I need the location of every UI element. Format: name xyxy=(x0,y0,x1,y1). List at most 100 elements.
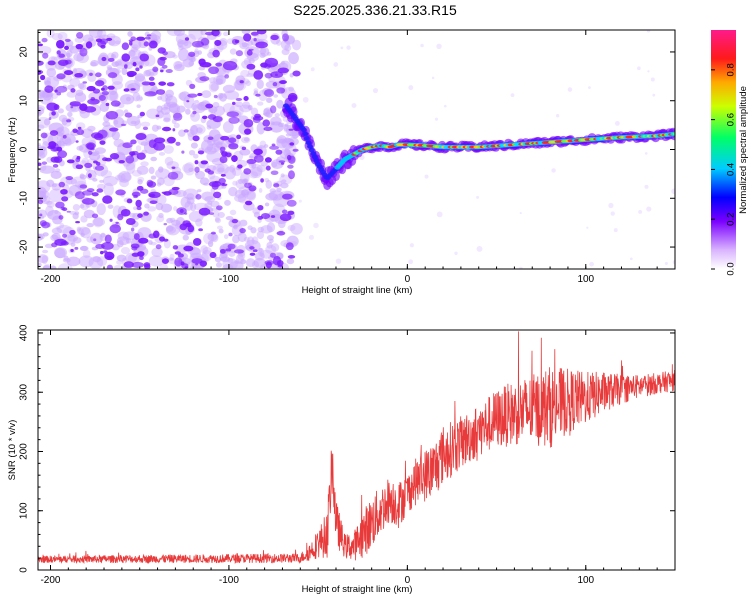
noise-blob xyxy=(128,39,134,42)
noise-blob xyxy=(198,228,203,232)
noise-blob xyxy=(132,61,137,67)
noise-speckle xyxy=(207,240,214,248)
noise-speckle xyxy=(281,179,287,184)
noise-speckle xyxy=(150,175,157,180)
noise-speckle xyxy=(182,58,195,68)
noise-speckle xyxy=(157,95,163,101)
noise-speckle xyxy=(110,54,117,59)
noise-speckle xyxy=(178,48,190,62)
noise-speckle xyxy=(175,33,189,45)
noise-blob xyxy=(163,222,168,226)
noise-speckle xyxy=(107,66,113,71)
noise-speckle xyxy=(76,226,82,232)
noise-blob xyxy=(139,255,144,261)
noise-blob xyxy=(109,127,119,132)
noise-speckle xyxy=(57,31,68,41)
noise-blob xyxy=(62,134,67,139)
noise-blob xyxy=(207,136,214,140)
noise-blob xyxy=(131,252,140,257)
noise-blob xyxy=(55,85,68,93)
noise-speckle xyxy=(276,39,282,46)
noise-speckle xyxy=(200,245,208,254)
noise-speckle xyxy=(38,144,46,157)
noise-speckle xyxy=(251,236,259,245)
noise-blob xyxy=(179,223,188,231)
faint-speckle xyxy=(443,104,447,108)
noise-speckle xyxy=(160,106,171,115)
noise-blob xyxy=(81,198,95,205)
noise-blob xyxy=(130,227,135,232)
noise-speckle xyxy=(290,223,303,235)
noise-blob xyxy=(74,72,84,78)
noise-speckle xyxy=(127,31,133,37)
noise-speckle xyxy=(157,177,165,186)
noise-speckle xyxy=(74,92,87,103)
faint-speckle xyxy=(671,188,675,194)
noise-blob xyxy=(125,155,135,164)
noise-blob xyxy=(211,30,220,37)
noise-speckle xyxy=(210,83,220,91)
snr-x-tick-label: 0 xyxy=(405,575,411,586)
noise-blob xyxy=(276,231,286,236)
noise-speckle xyxy=(250,166,263,179)
noise-blob xyxy=(144,36,151,40)
colorbar-tick-label: 0.6 xyxy=(726,113,737,126)
noise-speckle xyxy=(92,177,98,182)
noise-blob xyxy=(41,37,48,43)
noise-speckle xyxy=(207,200,213,205)
noise-blob xyxy=(158,81,167,86)
noise-speckle xyxy=(120,172,132,182)
noise-speckle xyxy=(106,33,116,40)
noise-blob xyxy=(192,110,197,115)
noise-blob xyxy=(94,165,105,171)
noise-speckle xyxy=(38,107,45,115)
noise-blob xyxy=(48,117,52,121)
noise-blob xyxy=(130,88,136,91)
noise-blob xyxy=(66,119,72,123)
noise-speckle xyxy=(116,240,124,248)
noise-speckle xyxy=(166,226,177,234)
noise-blob xyxy=(130,243,140,249)
noise-blob xyxy=(214,39,222,47)
noise-blob xyxy=(260,213,271,220)
noise-blob xyxy=(204,168,211,173)
noise-speckle xyxy=(250,163,263,177)
noise-blob xyxy=(148,76,155,81)
noise-blob xyxy=(272,81,278,87)
noise-speckle xyxy=(280,173,285,178)
noise-speckle xyxy=(51,183,58,188)
noise-blob xyxy=(244,182,252,188)
noise-speckle xyxy=(165,225,174,232)
noise-blob xyxy=(205,103,214,109)
noise-speckle xyxy=(148,255,164,267)
noise-blob xyxy=(256,30,267,35)
noise-blob xyxy=(84,162,93,168)
snr-y-tick-label: 100 xyxy=(19,502,30,519)
noise-speckle xyxy=(132,206,138,211)
noise-speckle xyxy=(172,54,178,59)
faint-speckle xyxy=(637,66,641,71)
noise-speckle xyxy=(46,200,55,208)
noise-speckle xyxy=(121,67,128,76)
noise-speckle xyxy=(38,233,44,242)
noise-speckle xyxy=(53,247,68,259)
noise-blob xyxy=(147,181,157,188)
noise-speckle xyxy=(150,156,158,162)
noise-speckle xyxy=(190,202,197,212)
noise-speckle xyxy=(223,31,229,37)
noise-blob xyxy=(152,66,159,73)
noise-blob xyxy=(194,160,199,165)
noise-speckle xyxy=(245,80,251,87)
faint-speckle xyxy=(476,245,483,252)
noise-blob xyxy=(60,241,69,246)
spectrogram-x-tick-label: 100 xyxy=(577,274,594,285)
noise-blob xyxy=(91,213,99,219)
noise-blob xyxy=(136,152,146,160)
noise-blob xyxy=(198,207,211,216)
noise-blob xyxy=(212,49,220,58)
noise-speckle xyxy=(266,234,274,241)
noise-blob xyxy=(107,57,115,62)
noise-blob xyxy=(53,156,63,163)
noise-speckle xyxy=(100,170,113,178)
